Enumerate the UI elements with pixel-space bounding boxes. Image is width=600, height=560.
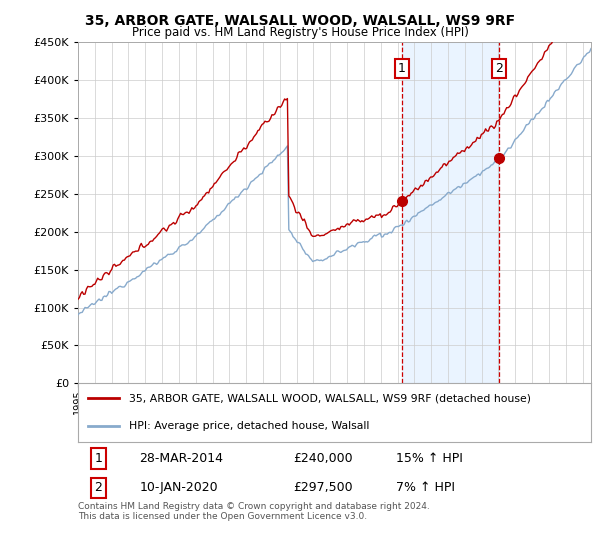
Text: £240,000: £240,000 xyxy=(293,452,353,465)
Text: 10-JAN-2020: 10-JAN-2020 xyxy=(140,482,218,494)
Text: 2: 2 xyxy=(95,482,103,494)
Bar xyxy=(401,42,499,384)
Text: 1: 1 xyxy=(398,62,406,75)
Text: £297,500: £297,500 xyxy=(293,482,353,494)
Text: HPI: Average price, detached house, Walsall: HPI: Average price, detached house, Wals… xyxy=(130,421,370,431)
Text: 28-MAR-2014: 28-MAR-2014 xyxy=(140,452,224,465)
Text: 7% ↑ HPI: 7% ↑ HPI xyxy=(396,482,455,494)
Text: 2: 2 xyxy=(495,62,503,75)
Text: Contains HM Land Registry data © Crown copyright and database right 2024.
This d: Contains HM Land Registry data © Crown c… xyxy=(78,502,430,521)
Text: Price paid vs. HM Land Registry's House Price Index (HPI): Price paid vs. HM Land Registry's House … xyxy=(131,26,469,39)
Text: 35, ARBOR GATE, WALSALL WOOD, WALSALL, WS9 9RF (detached house): 35, ARBOR GATE, WALSALL WOOD, WALSALL, W… xyxy=(130,393,532,403)
Text: 1: 1 xyxy=(95,452,103,465)
Text: 35, ARBOR GATE, WALSALL WOOD, WALSALL, WS9 9RF: 35, ARBOR GATE, WALSALL WOOD, WALSALL, W… xyxy=(85,14,515,28)
Text: 15% ↑ HPI: 15% ↑ HPI xyxy=(396,452,463,465)
